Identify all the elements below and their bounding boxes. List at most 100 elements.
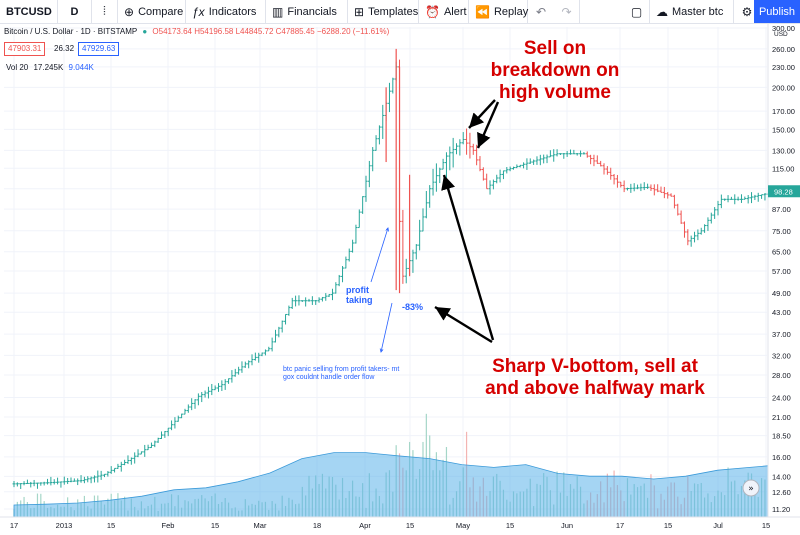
chart-type-button[interactable]: ⦙: [92, 0, 118, 23]
replay-label: Replay: [493, 5, 529, 18]
sell-breakdown-annotation: Sell on breakdown on high volume: [470, 38, 640, 104]
price-tick-label: 37.00: [772, 330, 791, 339]
note-line: gox couldnt handle order flow: [283, 374, 375, 381]
volume-legend: Vol 20 17.245K 9.044K: [6, 63, 94, 72]
price-axis-bg: [768, 24, 800, 517]
price-tick-label: 300.00: [772, 24, 795, 33]
grid: [4, 27, 767, 517]
volume-ma-area: [13, 452, 783, 518]
time-tick-label: 15: [211, 521, 219, 530]
panic-selling-note: btc panic selling from profit takers- mt…: [283, 366, 399, 382]
publish-button[interactable]: Publish: [754, 0, 800, 23]
indicators-button[interactable]: ƒx Indicators: [186, 0, 266, 23]
time-axis[interactable]: 17 2013 15 Feb 15 Mar 18 Apr 15 May 15 Jun 17 15 Jul 15: [0, 516, 800, 530]
price-tick-label: 230.00: [772, 63, 795, 72]
templates-button[interactable]: ⊞ Templates: [348, 0, 419, 23]
compare-button[interactable]: ⊕ Compare: [118, 0, 186, 23]
last-price-label: 98.28: [774, 187, 793, 196]
volume-ma-area-path: [13, 452, 783, 518]
ask-price-box[interactable]: 47929.63: [78, 42, 120, 56]
annotation-line: Sharp V-bottom, sell at: [492, 356, 698, 377]
rewind-icon: ⏪: [475, 4, 490, 19]
replay-button[interactable]: ⏪ Replay: [469, 0, 528, 23]
annotation-line: and above halfway mark: [485, 378, 705, 399]
symbol-label: BTCUSD: [6, 5, 52, 18]
time-tick-label: 15: [406, 521, 414, 530]
price-tick-label: 260.00: [772, 45, 795, 54]
bars-icon: ⦙: [103, 4, 106, 18]
annotation-arrow: [434, 305, 493, 344]
price-tick-label: 18.50: [772, 432, 791, 441]
profit-taking-note: profit taking: [346, 285, 373, 305]
time-tick-label: Feb: [162, 521, 175, 530]
price-tick-label: 32.00: [772, 351, 791, 360]
price-tick-label: 16.00: [772, 453, 791, 462]
price-tick-label: 87.00: [772, 205, 791, 214]
annotation-line: high volume: [499, 82, 611, 103]
drawdown-label: -83%: [402, 302, 424, 312]
alert-button[interactable]: ⏰ Alert: [419, 0, 469, 23]
spread-value: 26.32: [54, 44, 75, 53]
symbol-search-button[interactable]: BTCUSD: [0, 0, 58, 23]
time-tick-label: 17: [10, 521, 18, 530]
v-bottom-annotation: Sharp V-bottom, sell at and above halfwa…: [470, 356, 720, 400]
bid-price-box[interactable]: 47903.31: [4, 42, 46, 56]
annotation-line: Sell on: [523, 38, 587, 59]
alert-clock-icon: ⏰: [425, 4, 440, 19]
price-tick-label: 115.00: [772, 164, 794, 173]
annotation-arrows: »: [370, 99, 760, 497]
chart-legend: Bitcoin / U.S. Dollar · 1D · BITSTAMP ● …: [4, 27, 389, 36]
time-tick-label: 15: [107, 521, 115, 530]
financials-icon: ▥: [272, 4, 284, 19]
cloud-icon: ☁: [656, 4, 668, 19]
plus-circle-icon: ⊕: [124, 4, 135, 19]
ohlc-values: O54173.64 H54196.58 L44845.72 C47885.45 …: [152, 27, 390, 36]
symbol-title: Bitcoin / U.S. Dollar · 1D · BITSTAMP: [4, 27, 138, 36]
status-dot: ●: [142, 27, 148, 36]
indicators-label: Indicators: [208, 5, 257, 18]
annotation-arrow: [476, 101, 500, 149]
undo-button[interactable]: ↶: [528, 0, 554, 23]
redo-button[interactable]: ↷: [554, 0, 580, 23]
scroll-latest-button[interactable]: [742, 479, 760, 497]
publish-label: Publish: [758, 5, 796, 18]
fx-icon: ƒx: [192, 4, 205, 19]
templates-icon: ⊞: [354, 4, 365, 19]
interval-button[interactable]: D: [58, 0, 92, 23]
alert-label: Alert: [443, 5, 467, 18]
note-line: btc panic selling from profit takers- mt: [283, 366, 400, 373]
time-tick-label: Mar: [254, 521, 267, 530]
time-tick-label: 15: [506, 521, 514, 530]
annotation-arrow: [468, 99, 496, 129]
volume-value: 17.245K: [33, 63, 64, 72]
annotation-line: breakdown on: [490, 60, 620, 81]
settings-button[interactable]: ⚙: [734, 0, 760, 23]
price-tick-label: 12.60: [772, 488, 791, 497]
price-tick-label: 130.00: [772, 146, 795, 155]
price-tick-label: 43.00: [772, 308, 791, 317]
price-axis[interactable]: 300.00 260.00 230.00 200.00 170.00 150.00 130.…: [767, 24, 800, 517]
time-tick-label: 15: [762, 521, 770, 530]
compare-label: Compare: [138, 5, 184, 18]
financials-button[interactable]: ▥ Financials: [266, 0, 348, 23]
interval-label: D: [70, 5, 79, 18]
time-tick-label: Jun: [561, 521, 573, 530]
gear-icon: ⚙: [741, 4, 753, 19]
bid-price: 47903.31: [8, 44, 42, 53]
time-tick-label: Jul: [713, 521, 723, 530]
fullscreen-button[interactable]: ▢: [624, 0, 650, 23]
price-tick-label: 28.00: [772, 371, 791, 380]
square-icon: ▢: [630, 4, 643, 19]
price-tick-label: 57.00: [772, 267, 791, 276]
note-line: profit: [346, 285, 369, 295]
financials-label: Financials: [287, 5, 337, 18]
layout-button[interactable]: ☁ Master btc: [650, 0, 734, 23]
price-tick-label: 14.00: [772, 472, 791, 481]
time-tick-label: Apr: [359, 521, 371, 530]
price-tick-label: 11.20: [772, 505, 790, 514]
time-tick-label: 15: [664, 521, 672, 530]
price-tick-label: 24.00: [772, 394, 791, 403]
time-tick-label: 17: [616, 521, 624, 530]
profit-arrow-up: [370, 228, 388, 283]
